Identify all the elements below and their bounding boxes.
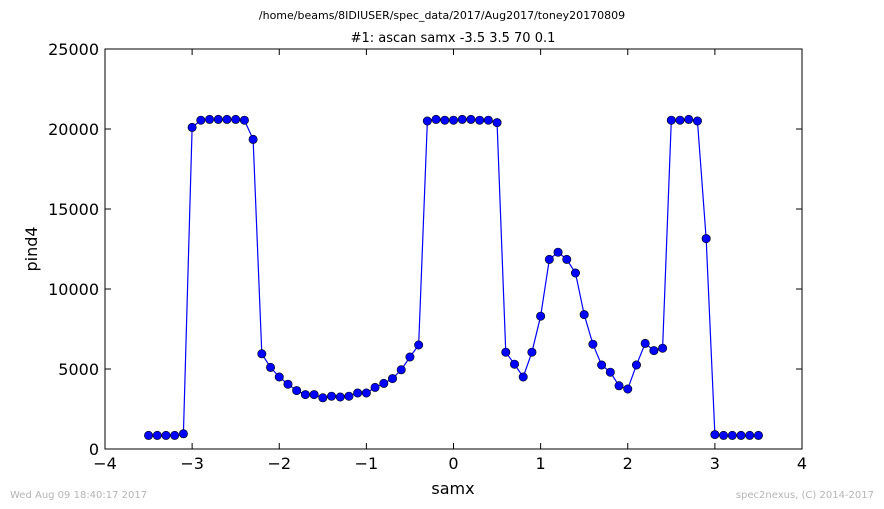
data-point (300, 390, 310, 400)
data-point (161, 430, 171, 440)
data-line (148, 118, 759, 436)
data-point (170, 430, 180, 440)
data-point (509, 359, 519, 369)
data-point (753, 430, 763, 440)
data-point (492, 118, 502, 128)
data-point (239, 115, 249, 125)
file-path-header: /home/beams/8IDIUSER/spec_data/2017/Aug2… (259, 9, 625, 22)
data-point (579, 310, 589, 320)
chart-title: #1: ascan samx -3.5 3.5 70 0.1 (351, 31, 556, 46)
y-tick-label: 25000 (48, 40, 99, 59)
data-point (318, 393, 328, 403)
data-point (684, 114, 694, 124)
data-point (370, 382, 380, 392)
y-axis-label: pind4 (22, 226, 41, 271)
data-point (283, 379, 293, 389)
data-point (518, 372, 528, 382)
data-point (544, 254, 554, 264)
data-point (414, 340, 424, 350)
data-point (710, 430, 720, 440)
x-tick-label: 2 (623, 454, 633, 473)
y-tick-label: 5000 (58, 360, 99, 379)
data-point (605, 367, 615, 377)
data-point (588, 339, 598, 349)
data-point (631, 360, 641, 370)
data-point (431, 114, 441, 124)
x-axis-label: samx (431, 479, 474, 498)
data-point (536, 311, 546, 321)
data-point (727, 430, 737, 440)
plot-area: −4 −3 −2 −1 0 1 2 3 4 0 5000 10000 15000 20000 25000 (48, 40, 807, 473)
data-point (466, 114, 476, 124)
data-point (475, 115, 485, 125)
x-tick-label: −4 (93, 454, 117, 473)
data-point (213, 114, 223, 124)
data-point (248, 134, 258, 144)
axes-frame (104, 48, 803, 450)
data-point (292, 386, 302, 396)
y-tick-label: 20000 (48, 120, 99, 139)
data-point (457, 114, 467, 124)
data-point (614, 381, 624, 391)
data-point (178, 429, 188, 439)
data-point (353, 388, 363, 398)
data-point (440, 115, 450, 125)
data-point (666, 115, 676, 125)
x-tick-label: 4 (797, 454, 807, 473)
data-point (501, 347, 511, 357)
data-point (597, 360, 607, 370)
data-point (701, 234, 711, 244)
data-point (658, 343, 668, 353)
data-point (344, 391, 354, 401)
data-point (205, 114, 215, 124)
x-tick-label: −2 (267, 454, 291, 473)
data-point (570, 268, 580, 278)
data-point (745, 430, 755, 440)
y-tick-label: 10000 (48, 280, 99, 299)
data-point (736, 430, 746, 440)
y-tick-label: 15000 (48, 200, 99, 219)
data-point (405, 352, 415, 362)
x-tick-label: −3 (180, 454, 204, 473)
data-point (361, 388, 371, 398)
x-tick-label: 1 (536, 454, 546, 473)
data-point (553, 247, 563, 257)
data-point (231, 114, 241, 124)
data-point (562, 254, 572, 264)
data-point (388, 374, 398, 384)
data-point (222, 114, 232, 124)
data-point (422, 116, 432, 126)
data-point (257, 349, 267, 359)
data-point (719, 430, 729, 440)
data-point (335, 392, 345, 402)
footer-credit: spec2nexus, (C) 2014-2017 (736, 490, 874, 501)
data-point (640, 338, 650, 348)
data-point (327, 391, 337, 401)
footer-timestamp: Wed Aug 09 18:40:17 2017 (10, 490, 147, 501)
data-point (187, 122, 197, 132)
data-point (379, 378, 389, 388)
data-point (623, 384, 633, 394)
data-point (527, 347, 537, 357)
x-tick-label: 0 (448, 454, 458, 473)
data-point (144, 430, 154, 440)
data-point (675, 115, 685, 125)
data-point (448, 115, 458, 125)
y-tick-label: 0 (89, 440, 99, 459)
data-point (483, 115, 493, 125)
data-point (396, 365, 406, 375)
x-tick-label: 3 (710, 454, 720, 473)
data-point (692, 116, 702, 126)
data-point (649, 346, 659, 356)
data-point (152, 430, 162, 440)
data-point (196, 115, 206, 125)
data-point (266, 362, 276, 372)
data-point (309, 390, 319, 400)
data-point (274, 372, 284, 382)
x-tick-label: −1 (355, 454, 379, 473)
